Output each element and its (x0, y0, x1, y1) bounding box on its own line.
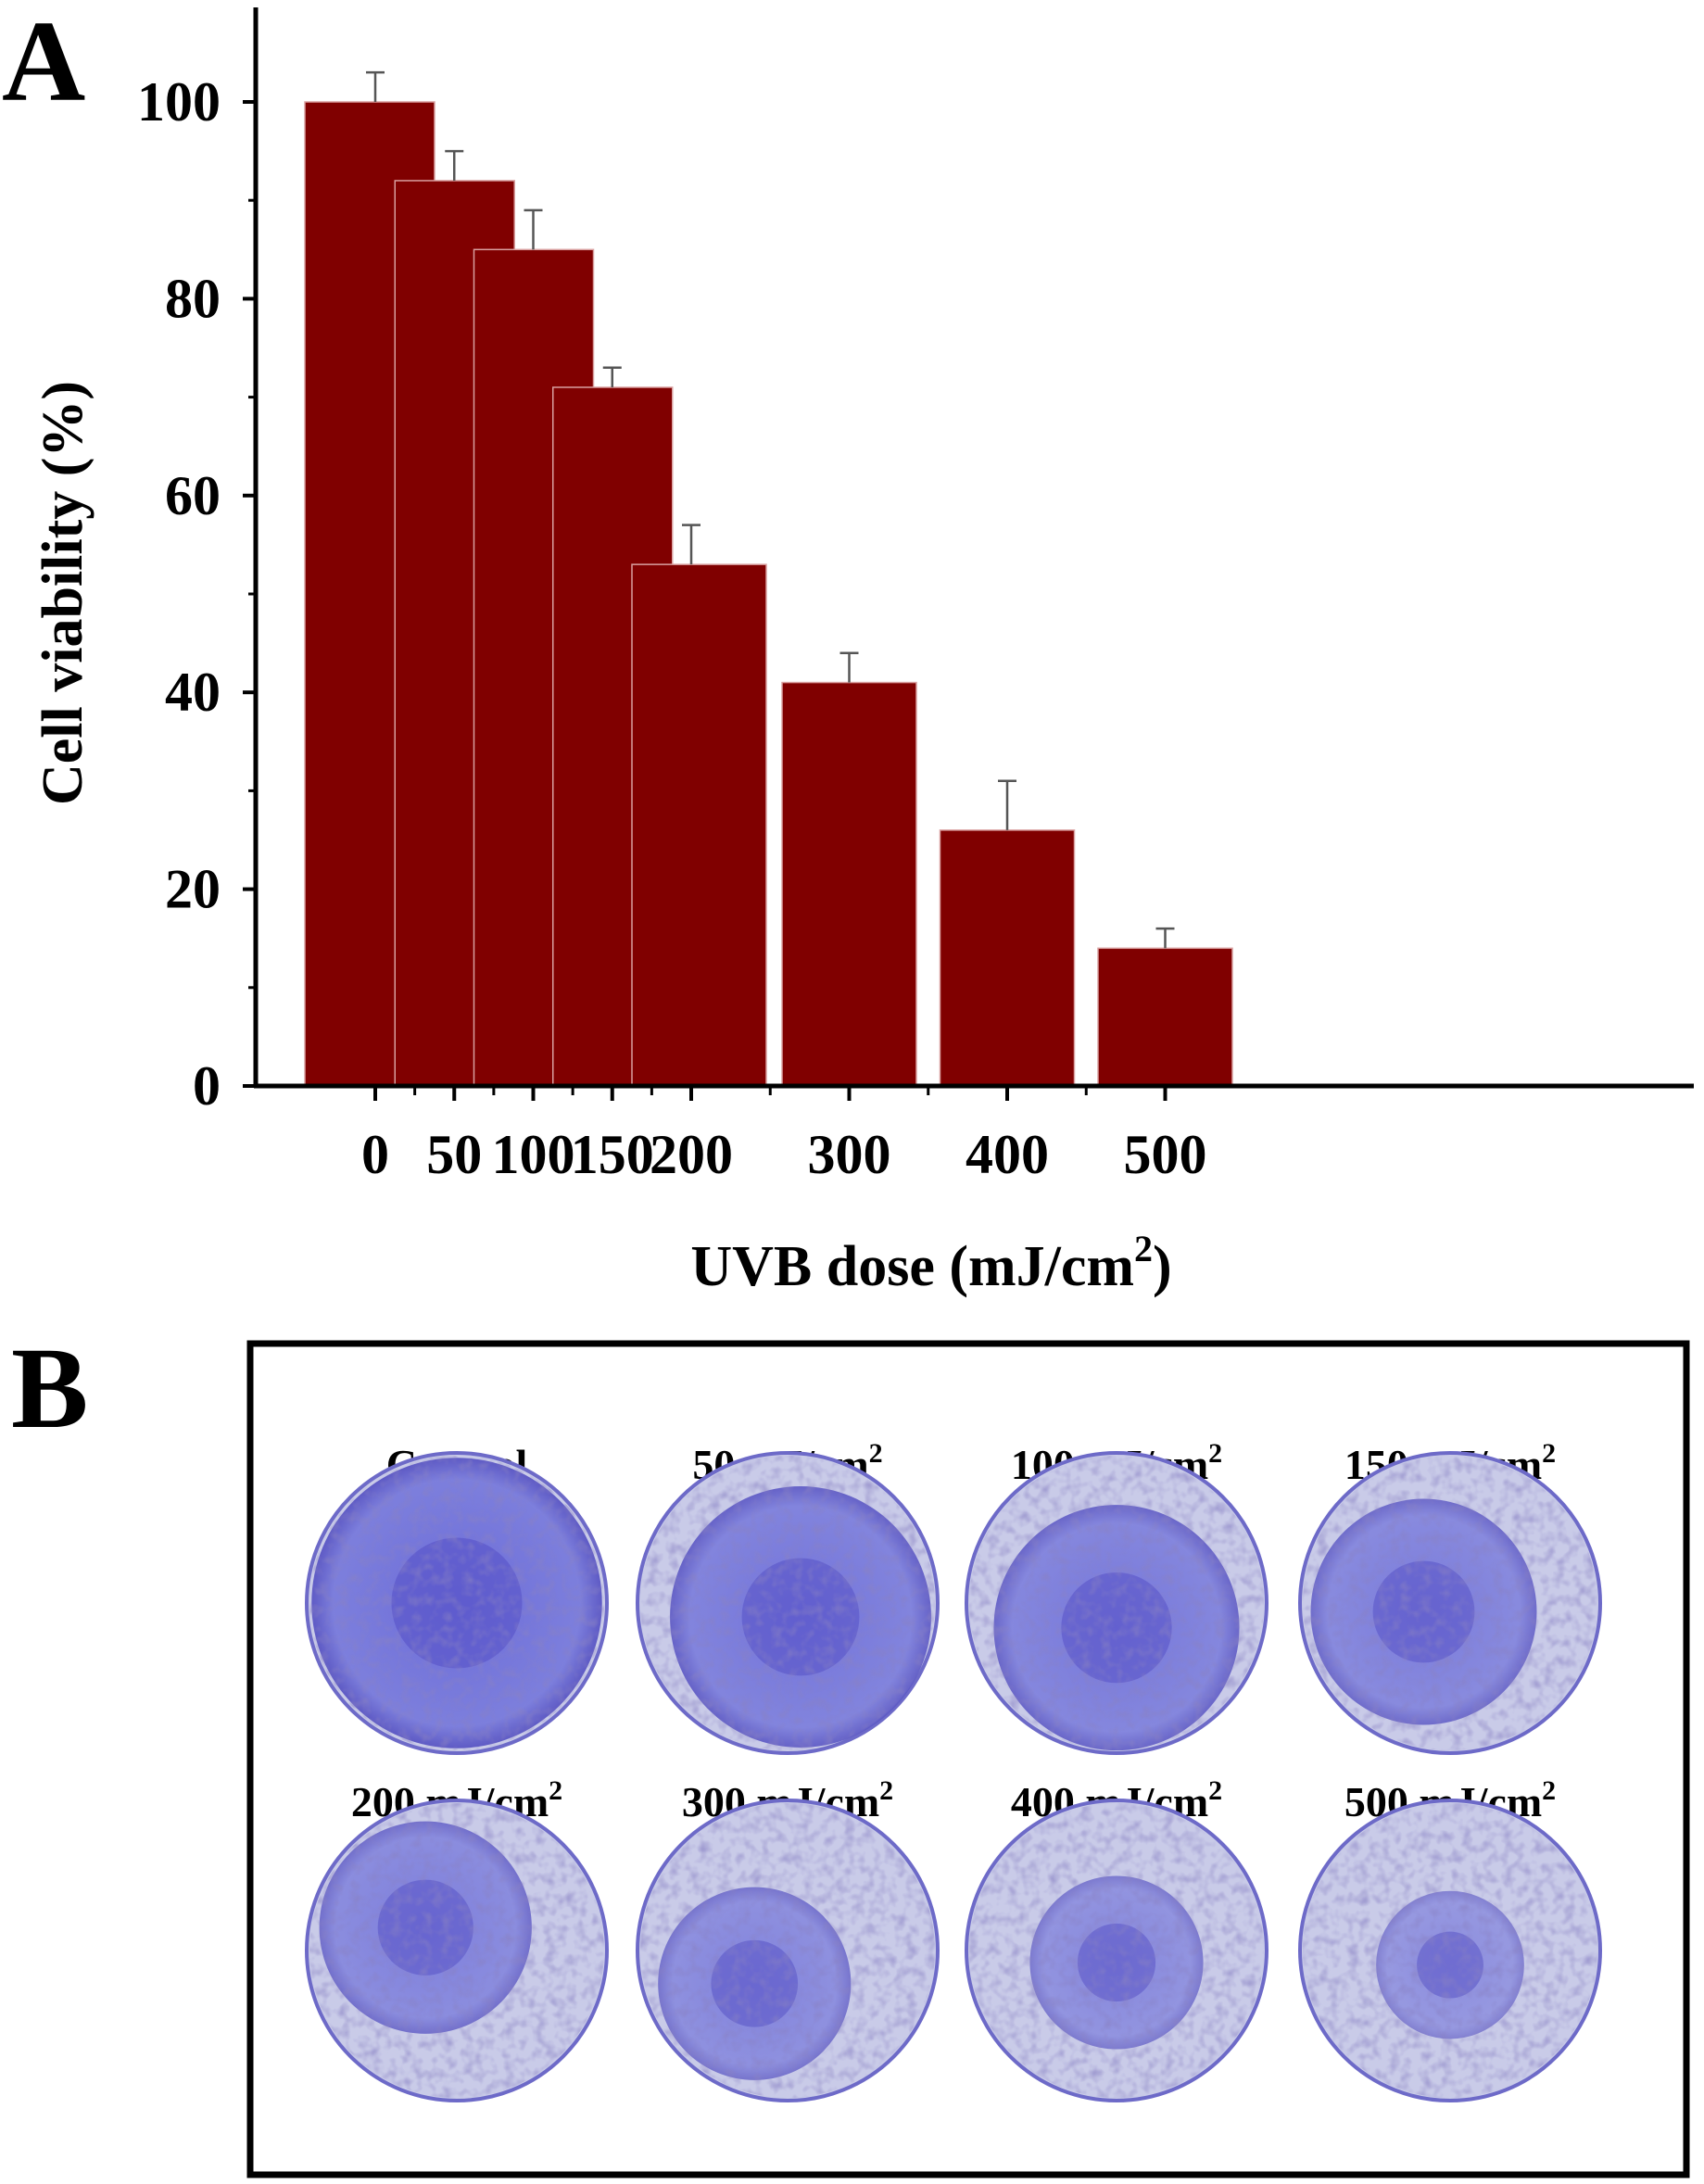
x-tick-label-150: 150 (571, 1124, 654, 1185)
well-texture-2 (969, 1456, 1264, 1750)
well-texture-1 (640, 1456, 935, 1750)
x-axis-label: UVB dose (mJ/cm2) (690, 1228, 1171, 1298)
y-tick-label-100: 100 (137, 71, 221, 133)
y-tick-label-0: 0 (193, 1055, 221, 1117)
error-bars (366, 70, 1175, 949)
bars (304, 101, 1233, 1087)
x-tick-label-100: 100 (492, 1124, 575, 1185)
bar-500 (1097, 947, 1233, 1087)
well-texture-3 (1303, 1456, 1597, 1750)
x-axis-label-superscript: 2 (1134, 1228, 1153, 1269)
y-axis-label: Cell viability (%) (32, 381, 95, 805)
panel-b-letter: B (11, 1325, 88, 1453)
well-texture-4 (309, 1803, 604, 2098)
x-tick-label-400: 400 (966, 1124, 1049, 1185)
x-tick-label-50: 50 (426, 1124, 482, 1185)
x-tick-label-500: 500 (1124, 1124, 1207, 1185)
panel-a-letter: A (2, 0, 85, 126)
x-tick-label-0: 0 (361, 1124, 389, 1185)
y-tick-label-20: 20 (165, 859, 221, 920)
x-tick-label-200: 200 (650, 1124, 733, 1185)
y-tick-label-60: 60 (165, 465, 221, 526)
panel-b-frame (246, 1340, 1690, 2178)
x-tick-label-300: 300 (808, 1124, 891, 1185)
well-texture-6 (969, 1803, 1264, 2098)
bar-400 (939, 829, 1076, 1087)
y-tick-label-80: 80 (165, 268, 221, 329)
bar-300 (781, 681, 917, 1087)
y-ticks: 0 20 40 60 80 100 (137, 71, 256, 1117)
well-texture-0 (309, 1456, 604, 1750)
well-texture-5 (640, 1803, 935, 2098)
well-grid: Control50 mJ/cm2100 mJ/cm2150 mJ/cm2200 … (305, 1438, 1602, 2102)
bar-200 (631, 563, 767, 1087)
y-tick-label-40: 40 (165, 662, 221, 723)
well-texture-7 (1303, 1803, 1597, 2098)
